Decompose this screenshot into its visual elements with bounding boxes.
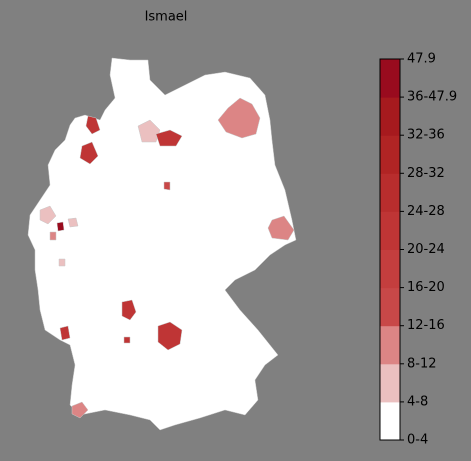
region bbox=[85, 115, 101, 135]
legend-swatch bbox=[380, 401, 400, 441]
legend-swatch bbox=[380, 59, 400, 98]
legend-label: 0-4 bbox=[407, 433, 428, 448]
region bbox=[217, 97, 261, 139]
region bbox=[163, 181, 171, 191]
region bbox=[39, 205, 57, 225]
region bbox=[58, 258, 66, 267]
legend-swatch bbox=[380, 363, 400, 403]
region bbox=[59, 325, 71, 341]
legend-label: 28-32 bbox=[407, 166, 445, 181]
legend-label: 36-47.9 bbox=[407, 90, 457, 105]
region bbox=[123, 336, 131, 344]
legend-swatch bbox=[380, 97, 400, 136]
legend-swatch bbox=[380, 249, 400, 289]
legend-label: 8-12 bbox=[407, 356, 437, 371]
region bbox=[157, 321, 183, 351]
region bbox=[49, 231, 57, 241]
legend-swatch bbox=[380, 211, 400, 250]
map-title: Ismael bbox=[145, 10, 188, 25]
legend-swatch bbox=[380, 173, 400, 212]
legend-label: 12-16 bbox=[407, 318, 445, 333]
legend-swatch bbox=[380, 287, 400, 327]
region bbox=[56, 221, 65, 232]
color-legend: 0-4 4-8 8-12 12-16 16-20 20-24 24-28 28-32 32-36… bbox=[379, 52, 457, 448]
legend-swatch bbox=[380, 325, 400, 365]
legend-label: 16-20 bbox=[407, 280, 445, 295]
legend-label: 32-36 bbox=[407, 128, 445, 143]
region bbox=[71, 401, 89, 419]
region bbox=[67, 217, 79, 228]
region bbox=[155, 129, 183, 147]
region bbox=[79, 141, 99, 165]
legend-swatch bbox=[380, 135, 400, 174]
legend-label: 4-8 bbox=[407, 394, 428, 409]
legend-label: 20-24 bbox=[407, 242, 445, 257]
legend-label: 47.9 bbox=[407, 52, 436, 67]
region bbox=[121, 299, 137, 321]
region bbox=[267, 215, 295, 241]
germany-map bbox=[27, 57, 297, 431]
legend-label: 24-28 bbox=[407, 204, 445, 219]
